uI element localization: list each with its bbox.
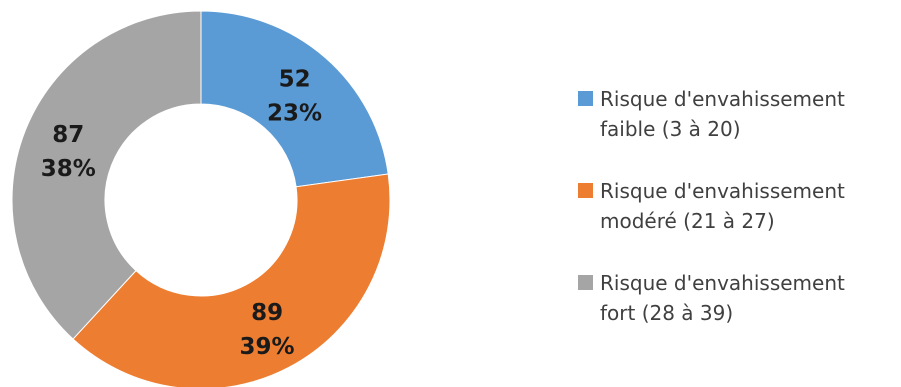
slices-group xyxy=(11,10,391,387)
data-labels-group: 52 23% 89 39% 87 38% xyxy=(41,67,322,361)
legend-label-faible: Risque d'envahissement faible (3 à 20) xyxy=(600,84,901,144)
legend-label-modere-line2: modéré (21 à 27) xyxy=(600,209,775,233)
legend-label-fort-line1: Risque d'envahissement xyxy=(600,271,845,295)
legend-swatch-modere xyxy=(578,183,593,198)
legend-label-faible-line2: faible (3 à 20) xyxy=(600,117,741,141)
legend-swatch-faible xyxy=(578,91,593,106)
data-label-percent-modere: 39% xyxy=(240,334,295,360)
legend-label-modere: Risque d'envahissement modéré (21 à 27) xyxy=(600,176,901,236)
data-label-value-faible: 52 xyxy=(279,67,311,93)
data-label-value-fort: 87 xyxy=(52,122,84,148)
slice-fort xyxy=(11,10,202,340)
data-label-value-modere: 89 xyxy=(251,300,283,326)
legend-label-faible-line1: Risque d'envahissement xyxy=(600,87,845,111)
legend-label-fort-line2: fort (28 à 39) xyxy=(600,301,734,325)
data-label-percent-fort: 38% xyxy=(41,156,96,182)
legend-label-fort: Risque d'envahissement fort (28 à 39) xyxy=(600,268,901,328)
legend-swatch-fort xyxy=(578,275,593,290)
slice-modere xyxy=(72,173,391,387)
legend-label-modere-line1: Risque d'envahissement xyxy=(600,179,845,203)
data-label-percent-faible: 23% xyxy=(267,101,322,127)
slice-faible xyxy=(200,10,389,188)
